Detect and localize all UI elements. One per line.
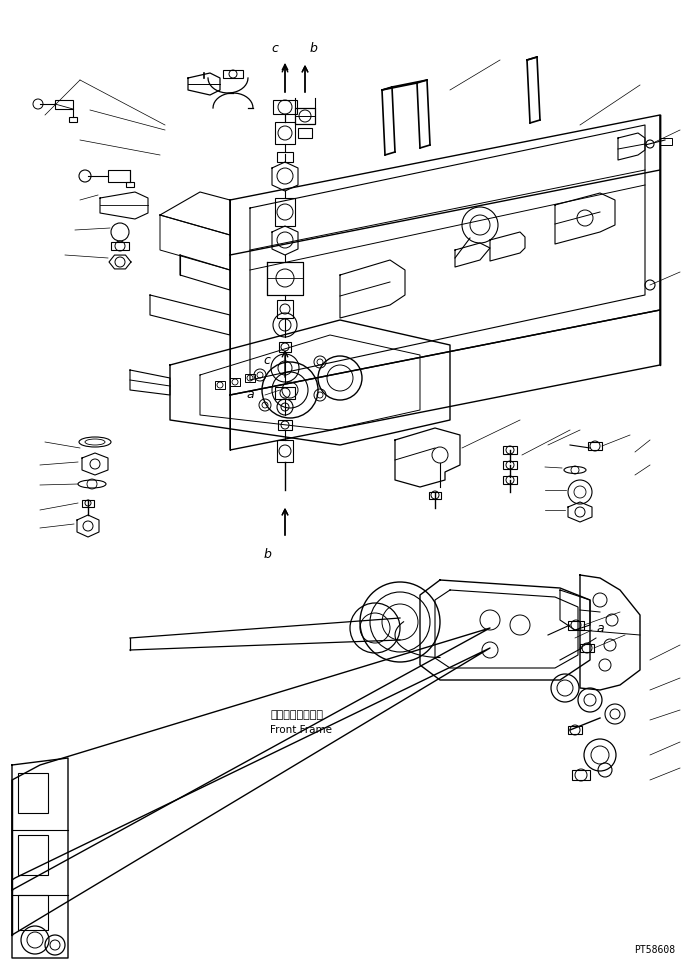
Text: a: a <box>246 389 254 401</box>
Bar <box>295 108 315 124</box>
Bar <box>503 446 517 454</box>
Text: b: b <box>309 42 317 54</box>
Bar <box>126 182 134 187</box>
Bar <box>273 100 297 114</box>
Bar <box>277 152 293 162</box>
Bar <box>275 387 295 399</box>
Bar <box>18 835 48 875</box>
Text: PT58608: PT58608 <box>634 945 675 955</box>
Bar <box>267 262 303 295</box>
Bar <box>55 100 73 109</box>
Bar <box>18 773 48 813</box>
Bar <box>568 621 584 630</box>
Text: c: c <box>272 42 279 54</box>
Bar <box>278 420 292 430</box>
Bar <box>275 198 295 226</box>
Bar <box>277 440 293 462</box>
Bar <box>588 442 602 450</box>
Bar <box>230 378 240 386</box>
Bar <box>223 70 243 78</box>
Text: Front Frame: Front Frame <box>270 725 332 735</box>
Bar <box>18 895 48 930</box>
Bar <box>82 500 94 507</box>
Bar <box>580 644 594 652</box>
Bar <box>503 476 517 484</box>
Bar <box>660 138 672 145</box>
Bar <box>503 461 517 469</box>
Text: c: c <box>264 354 270 366</box>
Bar <box>108 170 130 182</box>
Text: a: a <box>596 622 604 634</box>
Bar <box>111 242 129 250</box>
Bar <box>245 374 255 382</box>
Bar <box>275 122 295 144</box>
Bar <box>298 128 312 138</box>
Bar <box>429 492 441 499</box>
Bar <box>215 381 225 389</box>
Bar <box>572 770 590 780</box>
Bar <box>277 300 293 318</box>
Bar <box>279 342 291 352</box>
Bar <box>69 117 77 122</box>
Text: b: b <box>263 548 271 562</box>
Bar <box>568 726 582 734</box>
Text: フロントフレーム: フロントフレーム <box>270 710 323 720</box>
